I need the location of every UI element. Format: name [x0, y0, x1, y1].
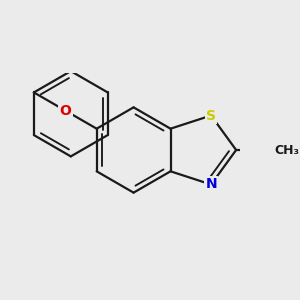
Text: S: S — [206, 109, 216, 122]
Text: N: N — [205, 178, 217, 191]
Text: CH₃: CH₃ — [274, 143, 299, 157]
Text: O: O — [59, 103, 71, 118]
